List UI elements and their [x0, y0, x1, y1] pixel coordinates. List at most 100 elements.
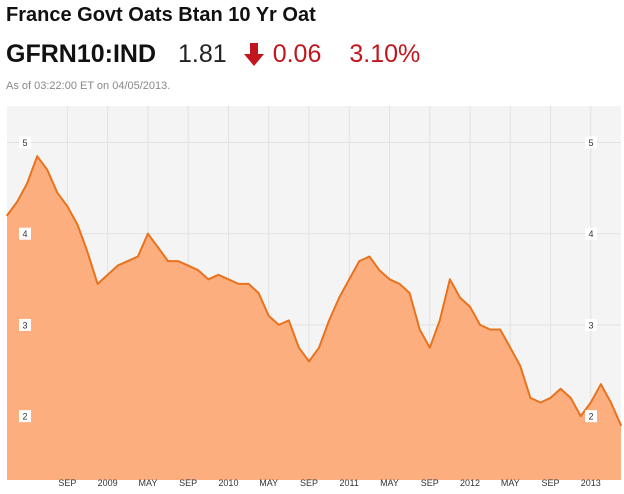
data-point	[388, 278, 391, 281]
data-point	[56, 191, 59, 194]
y-tick-label-left: 3	[22, 320, 27, 330]
quote-row: GFRN10:IND 1.81 0.06 3.10%	[6, 40, 420, 74]
data-point	[489, 328, 491, 331]
y-tick-label-bg	[19, 227, 31, 240]
data-point	[328, 319, 330, 322]
data-point	[197, 269, 199, 271]
price-change: 0.06	[272, 40, 322, 68]
price-chart: SEP 2009 MAY SEP 2010 MAY SEP 2011 MAY SEP 2012 MAY…	[0, 100, 624, 489]
x-tick-label: SEP	[58, 478, 76, 488]
chart-title: France Govt Oats Btan 10 Yr Oat	[6, 4, 316, 26]
data-point	[217, 274, 220, 276]
data-point	[600, 383, 602, 386]
data-point	[378, 269, 381, 271]
y-tick-label-bg	[19, 136, 31, 149]
x-tick-label: MAY	[259, 478, 278, 488]
data-point	[590, 401, 592, 404]
data-point	[127, 260, 129, 262]
data-point	[499, 328, 502, 331]
price-chart-svg: SEP 2009 MAY SEP 2010 MAY SEP 2011 MAY SEP 2012 MAY…	[6, 106, 622, 488]
x-tick-label: SEP	[421, 478, 439, 488]
data-point	[147, 232, 149, 235]
data-point	[288, 319, 290, 322]
x-tick-label: MAY	[380, 478, 399, 488]
x-tick-label: SEP	[300, 478, 318, 488]
price-change-percent: 3.10%	[349, 40, 421, 68]
data-point	[549, 397, 552, 399]
data-point	[267, 315, 270, 317]
data-point	[26, 182, 28, 185]
y-tick-label-bg	[585, 318, 597, 331]
x-tick-label: 2009	[98, 478, 118, 488]
y-tick-label-left: 5	[22, 138, 27, 148]
data-point	[459, 296, 461, 299]
data-point	[137, 255, 139, 258]
y-tick-label-right: 3	[588, 320, 593, 330]
last-price: 1.81	[178, 40, 227, 68]
data-point	[177, 260, 179, 262]
series-line	[6, 155, 622, 426]
y-tick-label-right: 2	[588, 412, 593, 422]
data-point	[36, 155, 38, 157]
data-point	[66, 205, 69, 208]
data-point	[116, 264, 119, 267]
data-point	[247, 283, 250, 285]
ticker-symbol: GFRN10:IND	[6, 40, 157, 68]
data-point	[298, 346, 300, 349]
data-point	[368, 255, 371, 258]
data-point	[167, 260, 169, 262]
data-point	[529, 397, 532, 399]
x-tick-label: SEP	[179, 478, 197, 488]
down-arrow-icon	[243, 43, 264, 66]
data-point	[46, 169, 49, 171]
series-area	[7, 156, 621, 480]
y-tick-label-bg	[585, 136, 597, 149]
data-point	[187, 264, 189, 267]
data-point	[318, 346, 320, 349]
data-point	[439, 319, 441, 322]
data-point	[207, 278, 210, 281]
data-point	[509, 346, 512, 349]
data-point	[479, 324, 481, 326]
x-tick-label: 2013	[581, 478, 601, 488]
data-point	[96, 283, 99, 285]
data-point	[408, 292, 411, 294]
y-tick-label-bg	[585, 227, 597, 240]
data-point	[308, 360, 310, 363]
y-tick-label-right: 5	[588, 138, 593, 148]
data-point	[157, 246, 159, 249]
data-point	[86, 251, 89, 253]
data-point	[358, 260, 361, 262]
data-point	[610, 401, 612, 404]
data-point	[348, 278, 351, 281]
data-point	[418, 328, 421, 331]
data-point	[539, 401, 542, 404]
y-tick-label-bg	[19, 318, 31, 331]
x-tick-label: 2012	[460, 478, 480, 488]
data-point	[227, 278, 230, 281]
data-point	[429, 346, 431, 349]
data-point	[620, 424, 622, 427]
as-of-timestamp: As of 03:22:00 ET on 04/05/2013.	[6, 80, 171, 92]
data-point	[469, 305, 471, 308]
data-point	[16, 201, 18, 203]
y-tick-label-bg	[585, 410, 597, 423]
data-point	[398, 283, 401, 285]
data-point	[237, 283, 240, 285]
x-tick-label: 2010	[218, 478, 238, 488]
x-tick-label: MAY	[138, 478, 157, 488]
y-tick-label-left: 4	[22, 229, 27, 239]
data-point	[559, 388, 562, 390]
x-tick-label: SEP	[542, 478, 560, 488]
data-point	[449, 278, 451, 281]
data-point	[278, 324, 280, 326]
x-tick-label: MAY	[501, 478, 520, 488]
data-point	[338, 296, 341, 299]
data-point	[569, 397, 572, 399]
data-point	[519, 365, 522, 367]
data-point	[106, 274, 109, 276]
x-tick-label: 2011	[340, 478, 359, 488]
data-point	[579, 415, 582, 417]
y-tick-label-right: 4	[588, 229, 593, 239]
data-point	[6, 214, 8, 217]
